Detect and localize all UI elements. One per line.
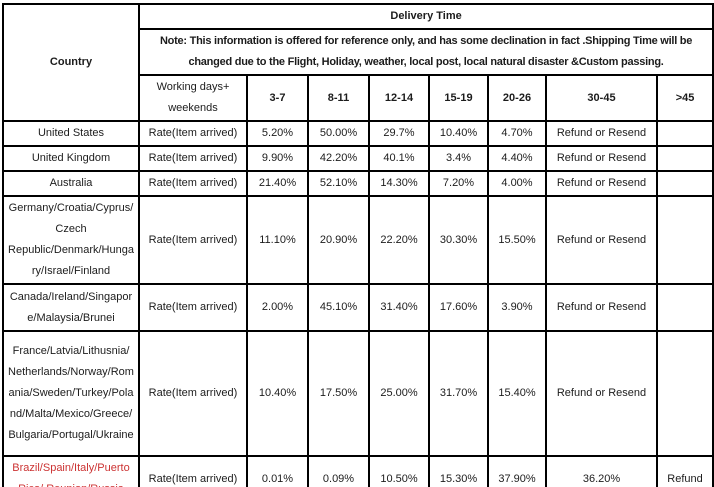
country-cell-highlighted: Brazil/Spain/Italy/Puerto Rico/ Reunion/… <box>2 455 140 487</box>
value-cell: 9.90% <box>246 145 309 172</box>
refund-policy-cell: Refund or Resend <box>545 195 658 285</box>
note-text: Note: This information is offered for re… <box>137 28 714 76</box>
rate-label-cell: Rate(Item arrived) <box>138 455 248 487</box>
value-cell <box>655 120 714 147</box>
day-range-header-3-7: 3-7 <box>246 74 309 122</box>
value-cell: 11.10% <box>246 195 309 285</box>
refund-policy-cell: Refund or Resend <box>545 330 658 457</box>
rate-label-cell: Rate(Item arrived) <box>138 283 248 332</box>
rate-label-cell: Rate(Item arrived) <box>138 195 248 285</box>
value-cell: 10.50% <box>368 455 430 487</box>
rate-label-cell: Rate(Item arrived) <box>138 120 248 147</box>
value-cell: 37.90% <box>487 455 547 487</box>
working-days-header-cell: Working days+ weekends <box>138 74 248 122</box>
table-row-united-kingdom: United Kingdom Rate(Item arrived) 9.90% … <box>2 145 714 172</box>
table-row-brazil-group: Brazil/Spain/Italy/Puerto Rico/ Reunion/… <box>2 455 714 487</box>
value-cell: 17.50% <box>307 330 370 457</box>
country-cell: Australia <box>2 170 140 197</box>
value-cell: 40.1% <box>368 145 430 172</box>
country-cell: United States <box>2 120 140 147</box>
day-range-header-12-14: 12-14 <box>368 74 430 122</box>
value-cell: 15.50% <box>487 195 547 285</box>
refund-policy-cell: Refund or Resend <box>545 145 658 172</box>
value-cell: 31.70% <box>428 330 489 457</box>
value-cell: 2.00% <box>246 283 309 332</box>
value-cell: 25.00% <box>368 330 430 457</box>
value-cell: 50.00% <box>307 120 370 147</box>
value-cell: 4.00% <box>487 170 547 197</box>
value-cell: 4.70% <box>487 120 547 147</box>
table-title: Delivery Time <box>137 3 714 30</box>
value-cell: 0.01% <box>246 455 309 487</box>
rate-label-cell: Rate(Item arrived) <box>138 145 248 172</box>
table-row-united-states: United States Rate(Item arrived) 5.20% 5… <box>2 120 714 147</box>
value-cell: 20.90% <box>307 195 370 285</box>
country-cell: Germany/Croatia/Cyprus/Czech Republic/De… <box>2 195 140 285</box>
day-range-header-gt45: >45 <box>655 74 714 122</box>
country-header-cell: Country <box>2 3 140 122</box>
table-row-germany-group: Germany/Croatia/Cyprus/Czech Republic/De… <box>2 195 714 285</box>
value-cell: 31.40% <box>368 283 430 332</box>
value-cell: 3.90% <box>487 283 547 332</box>
title-row: Country Delivery Time <box>2 3 714 122</box>
value-cell: 15.30% <box>428 455 489 487</box>
country-cell: Canada/Ireland/Singapore/Malaysia/Brunei <box>2 283 140 332</box>
value-cell: 30.30% <box>428 195 489 285</box>
value-cell: 4.40% <box>487 145 547 172</box>
table-row-canada-group: Canada/Ireland/Singapore/Malaysia/Brunei… <box>2 283 714 332</box>
delivery-time-table: Country Delivery Time Note: This informa… <box>2 3 714 487</box>
value-cell <box>655 283 714 332</box>
rate-label-cell: Rate(Item arrived) <box>138 170 248 197</box>
value-cell: 7.20% <box>428 170 489 197</box>
country-cell: France/Latvia/Lithusnia/ Netherlands/Nor… <box>2 330 140 457</box>
value-cell <box>655 170 714 197</box>
day-range-header-8-11: 8-11 <box>307 74 370 122</box>
value-cell: 15.40% <box>487 330 547 457</box>
value-cell: 29.7% <box>368 120 430 147</box>
value-cell: 5.20% <box>246 120 309 147</box>
refund-policy-cell: Refund or Resend <box>545 283 658 332</box>
value-cell: 17.60% <box>428 283 489 332</box>
value-cell <box>655 330 714 457</box>
column-header-row: Working days+ weekends 3-7 8-11 12-14 15… <box>3 74 714 122</box>
value-cell: 21.40% <box>246 170 309 197</box>
value-cell <box>655 145 714 172</box>
country-cell: United Kingdom <box>2 145 140 172</box>
refund-policy-cell: Refund or Resend <box>545 120 658 147</box>
note-row: Note: This information is offered for re… <box>3 28 714 76</box>
value-cell: 42.20% <box>307 145 370 172</box>
value-cell: 52.10% <box>307 170 370 197</box>
day-range-header-30-45: 30-45 <box>545 74 658 122</box>
value-cell: 45.10% <box>307 283 370 332</box>
table-row-france-group: France/Latvia/Lithusnia/ Netherlands/Nor… <box>2 330 714 457</box>
value-cell <box>655 195 714 285</box>
value-cell: 0.09% <box>307 455 370 487</box>
refund-policy-cell: Refund <box>655 455 714 487</box>
value-cell: 10.40% <box>246 330 309 457</box>
rate-label-cell: Rate(Item arrived) <box>138 330 248 457</box>
value-cell: 14.30% <box>368 170 430 197</box>
value-cell: 22.20% <box>368 195 430 285</box>
day-range-header-20-26: 20-26 <box>487 74 547 122</box>
value-cell: 36.20% <box>545 455 658 487</box>
day-range-header-15-19: 15-19 <box>428 74 489 122</box>
refund-policy-cell: Refund or Resend <box>545 170 658 197</box>
value-cell: 3.4% <box>428 145 489 172</box>
value-cell: 10.40% <box>428 120 489 147</box>
table-row-australia: Australia Rate(Item arrived) 21.40% 52.1… <box>2 170 714 197</box>
